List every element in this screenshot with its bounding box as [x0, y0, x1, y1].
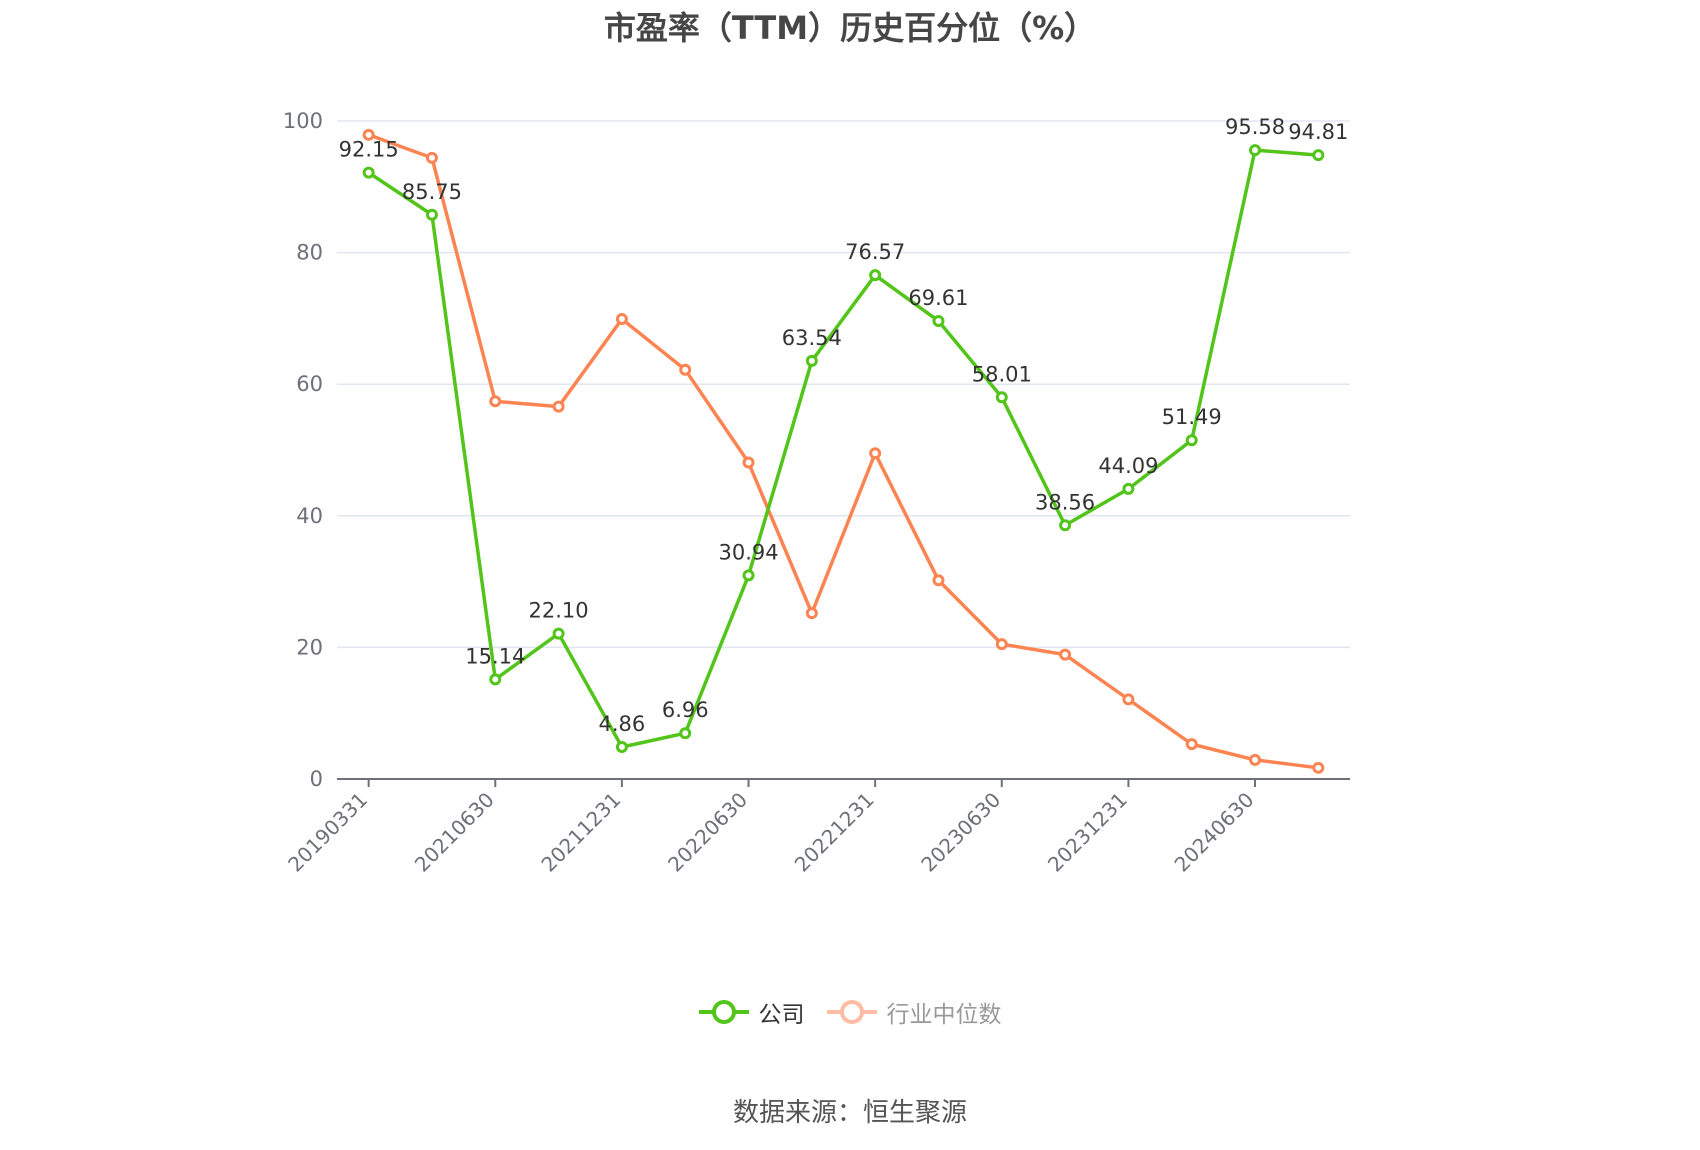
- data-label: 85.75: [402, 180, 462, 204]
- x-tick-label: 20190331: [283, 788, 372, 877]
- industry-point[interactable]: [932, 574, 945, 587]
- data-label: 94.81: [1288, 120, 1348, 144]
- industry-point[interactable]: [552, 400, 565, 413]
- industry-point[interactable]: [1312, 761, 1325, 774]
- x-axis: 20190331 20210630 20211231 20220630 20221231…: [283, 778, 1350, 877]
- company-point[interactable]: [805, 354, 818, 367]
- industry-point[interactable]: [1122, 693, 1135, 706]
- data-label: 6.96: [662, 698, 709, 722]
- x-tick-label: 20231231: [1043, 788, 1132, 877]
- legend-label-company: 公司: [758, 1002, 805, 1028]
- x-tick-label: 20220630: [663, 788, 752, 877]
- company-point[interactable]: [932, 314, 945, 327]
- company-path: [367, 148, 1319, 749]
- data-label: 44.09: [1098, 454, 1158, 478]
- industry-point[interactable]: [615, 313, 628, 326]
- y-tick-label: 100: [283, 109, 323, 133]
- industry-point[interactable]: [805, 607, 818, 620]
- industry-point[interactable]: [362, 128, 375, 141]
- data-label: 51.49: [1162, 405, 1222, 429]
- series-industry-line[interactable]: [362, 128, 1325, 774]
- data-label: 63.54: [782, 326, 842, 350]
- industry-point[interactable]: [1249, 753, 1262, 766]
- company-point[interactable]: [869, 269, 882, 282]
- industry-point[interactable]: [995, 638, 1008, 651]
- y-tick-label: 20: [296, 635, 323, 659]
- company-point[interactable]: [742, 569, 755, 582]
- company-point[interactable]: [425, 208, 438, 221]
- y-axis: 0 20 40 60 80 100: [283, 109, 323, 791]
- company-point[interactable]: [1249, 144, 1262, 157]
- company-point[interactable]: [1185, 434, 1198, 447]
- company-point[interactable]: [489, 673, 502, 686]
- industry-point[interactable]: [1059, 648, 1072, 661]
- legend-item-industry-median[interactable]: 行业中位数: [826, 995, 1002, 1029]
- company-point[interactable]: [615, 741, 628, 754]
- industry-point[interactable]: [869, 447, 882, 460]
- industry-point[interactable]: [742, 456, 755, 469]
- data-source-note: 数据来源：恒生聚源: [732, 1098, 967, 1128]
- data-label: 22.10: [529, 599, 589, 623]
- industry-point[interactable]: [679, 363, 692, 376]
- data-label: 4.86: [599, 712, 646, 736]
- legend: 公司 行业中位数: [0, 995, 1700, 1029]
- legend-company-line-icon: [698, 1000, 749, 1024]
- company-point[interactable]: [679, 727, 692, 740]
- data-label: 15.14: [465, 644, 525, 668]
- data-label: 58.01: [972, 362, 1032, 386]
- y-tick-label: 40: [296, 504, 323, 528]
- industry-point[interactable]: [1185, 738, 1198, 751]
- series-company-line[interactable]: [362, 144, 1325, 754]
- line-chart: 0 20 40 60 80 100 20190331 20210630 20211231 202…: [283, 109, 1350, 877]
- x-tick-label: 20240630: [1170, 788, 1259, 877]
- x-tick-label: 20211231: [536, 788, 625, 877]
- chart-title: 市盈率（TTM）历史百分位（%）: [603, 9, 1097, 47]
- data-label: 38.56: [1035, 490, 1095, 514]
- legend-item-company[interactable]: 公司: [698, 995, 805, 1029]
- company-point[interactable]: [1059, 519, 1072, 532]
- company-point[interactable]: [995, 391, 1008, 404]
- industry-path: [368, 133, 1319, 770]
- x-tick-label: 20210630: [410, 788, 499, 877]
- data-label: 95.58: [1225, 115, 1285, 139]
- industry-point[interactable]: [489, 395, 502, 408]
- data-label: 92.15: [339, 138, 399, 162]
- company-point[interactable]: [552, 627, 565, 640]
- x-tick-label: 20221231: [790, 788, 879, 877]
- company-point[interactable]: [362, 166, 375, 179]
- x-tick-label: 20230630: [916, 788, 1005, 877]
- data-label: 76.57: [845, 240, 905, 264]
- y-tick-label: 60: [296, 372, 323, 396]
- data-label: 69.61: [908, 286, 968, 310]
- y-tick-label: 80: [296, 241, 323, 265]
- company-point[interactable]: [1312, 149, 1325, 162]
- legend-industry-line-icon: [826, 1000, 877, 1024]
- data-label: 30.94: [718, 540, 778, 564]
- grid-lines: [337, 120, 1350, 649]
- company-point[interactable]: [1122, 482, 1135, 495]
- legend-label-industry-median: 行业中位数: [886, 1002, 1002, 1028]
- industry-point[interactable]: [425, 151, 438, 164]
- y-tick-label: 0: [310, 767, 323, 791]
